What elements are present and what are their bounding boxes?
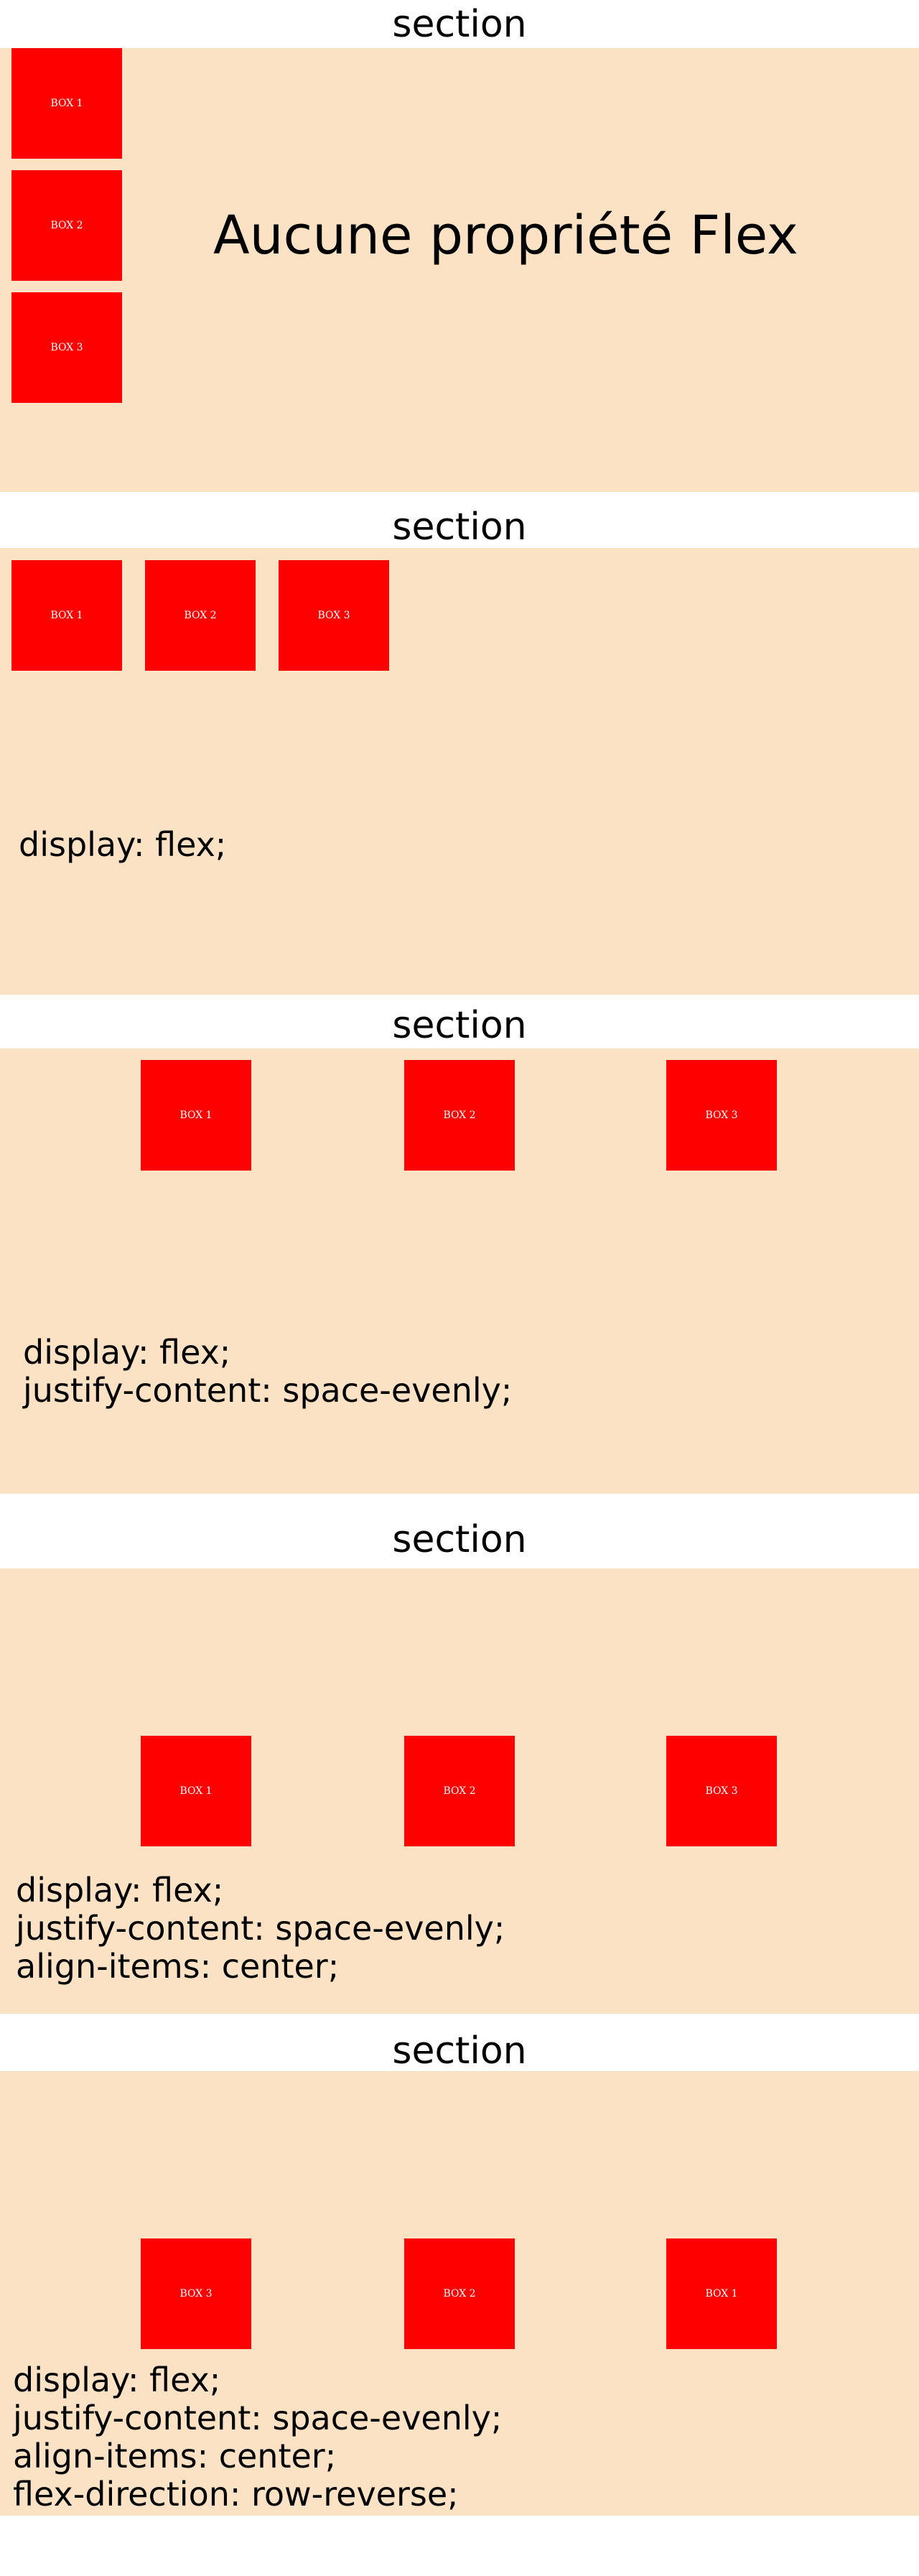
box-1: BOX 1 [141,1736,251,1846]
code-line: flex-direction: row-reverse; [13,2475,459,2514]
section-panel-3: BOX 1 BOX 2 BOX 3 display: flex; justify… [0,1048,919,1494]
box-3: BOX 3 [666,1736,777,1846]
section-title-3: section [392,1004,527,1047]
code-line: align-items: center; [13,2437,337,2475]
section-panel-5: BOX 3 BOX 2 BOX 1 display: flex; justify… [0,2071,919,2516]
box-3: BOX 3 [279,560,389,671]
section-title-4: section [392,1518,527,1561]
css-code-block: display: flex; justify-content: space-ev… [23,1334,512,1410]
code-line: display: flex; [16,1871,224,1910]
section-title-2: section [392,506,527,549]
box-3: BOX 3 [666,1060,777,1171]
code-line: display: flex; [19,825,227,864]
box-2: BOX 2 [11,170,122,281]
box-2: BOX 2 [145,560,256,671]
code-line: justify-content: space-evenly; [16,1909,505,1948]
no-flex-label: Aucune propriété Flex [213,205,798,266]
section-panel-4: BOX 1 BOX 2 BOX 3 display: flex; justify… [0,1568,919,2014]
code-line: justify-content: space-evenly; [13,2399,503,2437]
code-line: align-items: center; [16,1947,340,1986]
section-title-5: section [392,2029,527,2073]
section-title-1: section [392,3,527,46]
css-code-block: display: flex; justify-content: space-ev… [16,1871,505,1986]
box-2: BOX 2 [404,1736,515,1846]
section-panel-2: BOX 1 BOX 2 BOX 3 display: flex; [0,548,919,995]
box-1: BOX 1 [11,560,122,671]
box-1: BOX 1 [141,1060,251,1171]
code-line: display: flex; [13,2361,221,2399]
box-1: BOX 1 [11,48,122,159]
section-panel-1: BOX 1 BOX 2 BOX 3 Aucune propriété Flex [0,48,919,492]
box-3: BOX 3 [141,2238,251,2349]
code-line: justify-content: space-evenly; [23,1371,513,1410]
box-1: BOX 1 [666,2238,777,2349]
code-line: display: flex; [23,1333,231,1372]
box-2: BOX 2 [404,2238,515,2349]
css-code-block: display: flex; [19,826,226,864]
box-2: BOX 2 [404,1060,515,1171]
box-3: BOX 3 [11,292,122,403]
css-code-block: display: flex; justify-content: space-ev… [13,2361,502,2514]
